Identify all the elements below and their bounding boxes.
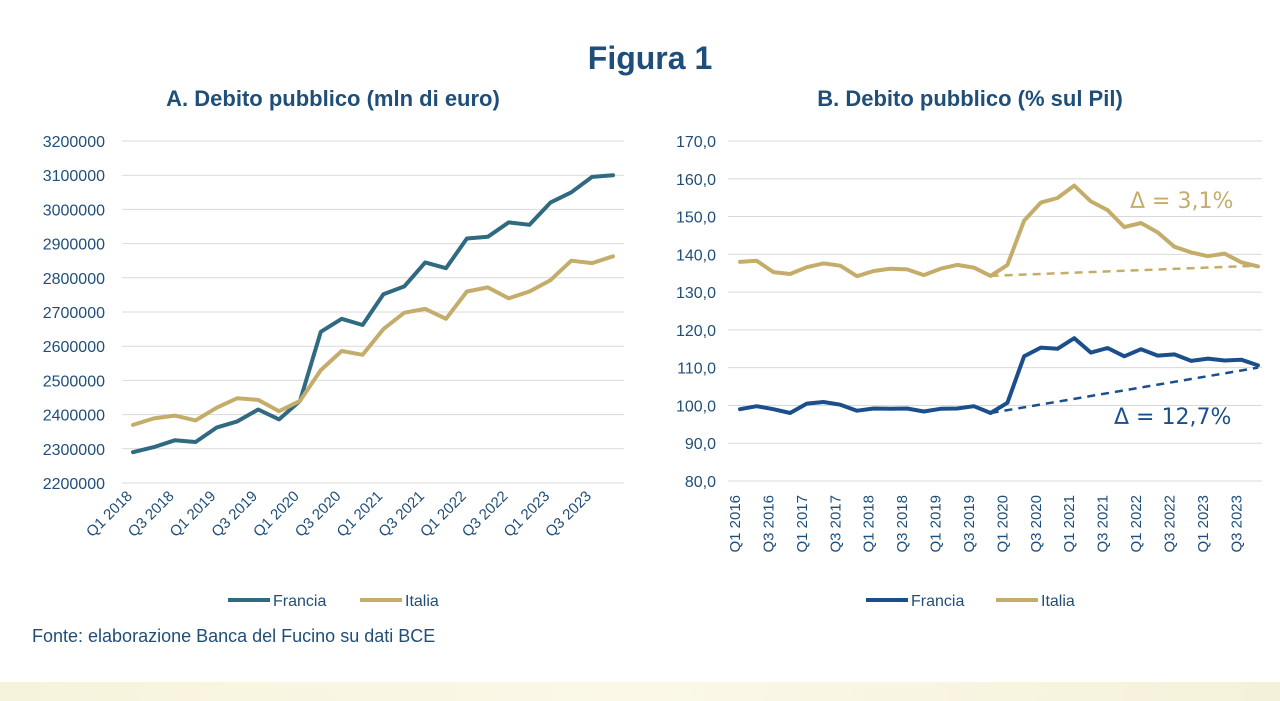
- x-tick-label: Q3 2019: [961, 495, 978, 553]
- y-tick-label: 150,0: [676, 210, 716, 227]
- bottom-decorative-strip: [0, 682, 1280, 701]
- chart-b-annotation-italia: Δ = 3,1%: [1130, 189, 1233, 214]
- chart-b-annotation-francia: Δ = 12,7%: [1114, 405, 1231, 430]
- trend-line-italia: [990, 264, 1259, 278]
- chart-b-legend-italia-label: Italia: [1041, 593, 1075, 610]
- y-tick-label: 2200000: [43, 476, 105, 493]
- chart-a-title: A. Debito pubblico (mln di euro): [166, 86, 500, 111]
- figure-title: Figura 1: [587, 40, 713, 76]
- x-tick-label: Q3 2021: [1095, 495, 1112, 553]
- x-tick-label: Q1 2022: [1128, 495, 1145, 553]
- x-tick-label: Q1 2016: [727, 495, 744, 553]
- y-tick-label: 2500000: [43, 373, 105, 390]
- y-tick-label: 3000000: [43, 202, 105, 219]
- chart-a-legend-francia-label: Francia: [273, 593, 326, 610]
- x-tick-label: Q1 2018: [861, 495, 878, 553]
- x-tick-label: Q1 2017: [794, 495, 811, 553]
- x-tick-label: Q3 2023: [1228, 495, 1245, 553]
- series-line-francia: [738, 336, 1260, 415]
- y-tick-label: 80,0: [685, 474, 716, 491]
- series-line-italia: [131, 254, 615, 427]
- x-tick-label: Q3 2020: [1028, 495, 1045, 553]
- y-tick-label: 110,0: [677, 361, 716, 378]
- chart-b-debito-pil: B. Debito pubblico (% sul Pil) 170,0 160,…: [676, 86, 1262, 610]
- series-line-francia: [131, 173, 615, 455]
- x-tick-label: Q1 2021: [1061, 495, 1078, 553]
- y-tick-label: 130,0: [676, 285, 716, 302]
- y-tick-label: 2600000: [43, 339, 105, 356]
- y-tick-label: 90,0: [685, 436, 716, 453]
- y-tick-label: 2800000: [43, 271, 105, 288]
- source-note: Fonte: elaborazione Banca del Fucino su …: [32, 626, 436, 646]
- x-tick-label: Q1 2023: [1195, 495, 1212, 553]
- y-tick-label: 3200000: [43, 134, 105, 151]
- x-tick-label: Q3 2018: [894, 495, 911, 553]
- y-tick-label: 3100000: [43, 168, 105, 185]
- y-tick-label: 140,0: [676, 247, 716, 264]
- x-tick-label: Q3 2017: [827, 495, 844, 553]
- x-tick-label: Q3 2022: [1161, 495, 1178, 553]
- y-tick-label: 2700000: [43, 305, 105, 322]
- x-tick-label: Q3 2016: [760, 495, 777, 553]
- y-tick-label: 100,0: [676, 398, 716, 415]
- trend-line-francia: [990, 366, 1259, 415]
- chart-b-legend-francia-label: Francia: [911, 593, 964, 610]
- y-tick-label: 2400000: [43, 408, 105, 425]
- y-tick-label: 160,0: [676, 172, 716, 189]
- y-tick-label: 2900000: [43, 237, 105, 254]
- y-tick-label: 170,0: [676, 134, 716, 151]
- series-line-italia: [738, 183, 1260, 279]
- chart-a-debito-mln: A. Debito pubblico (mln di euro) 3200000…: [43, 86, 624, 610]
- y-tick-label: 2300000: [43, 442, 105, 459]
- chart-a-legend-italia-label: Italia: [405, 593, 439, 610]
- x-tick-label: Q1 2019: [928, 495, 945, 553]
- y-tick-label: 120,0: [676, 323, 716, 340]
- chart-b-title: B. Debito pubblico (% sul Pil): [817, 86, 1123, 111]
- x-tick-label: Q1 2020: [994, 495, 1011, 553]
